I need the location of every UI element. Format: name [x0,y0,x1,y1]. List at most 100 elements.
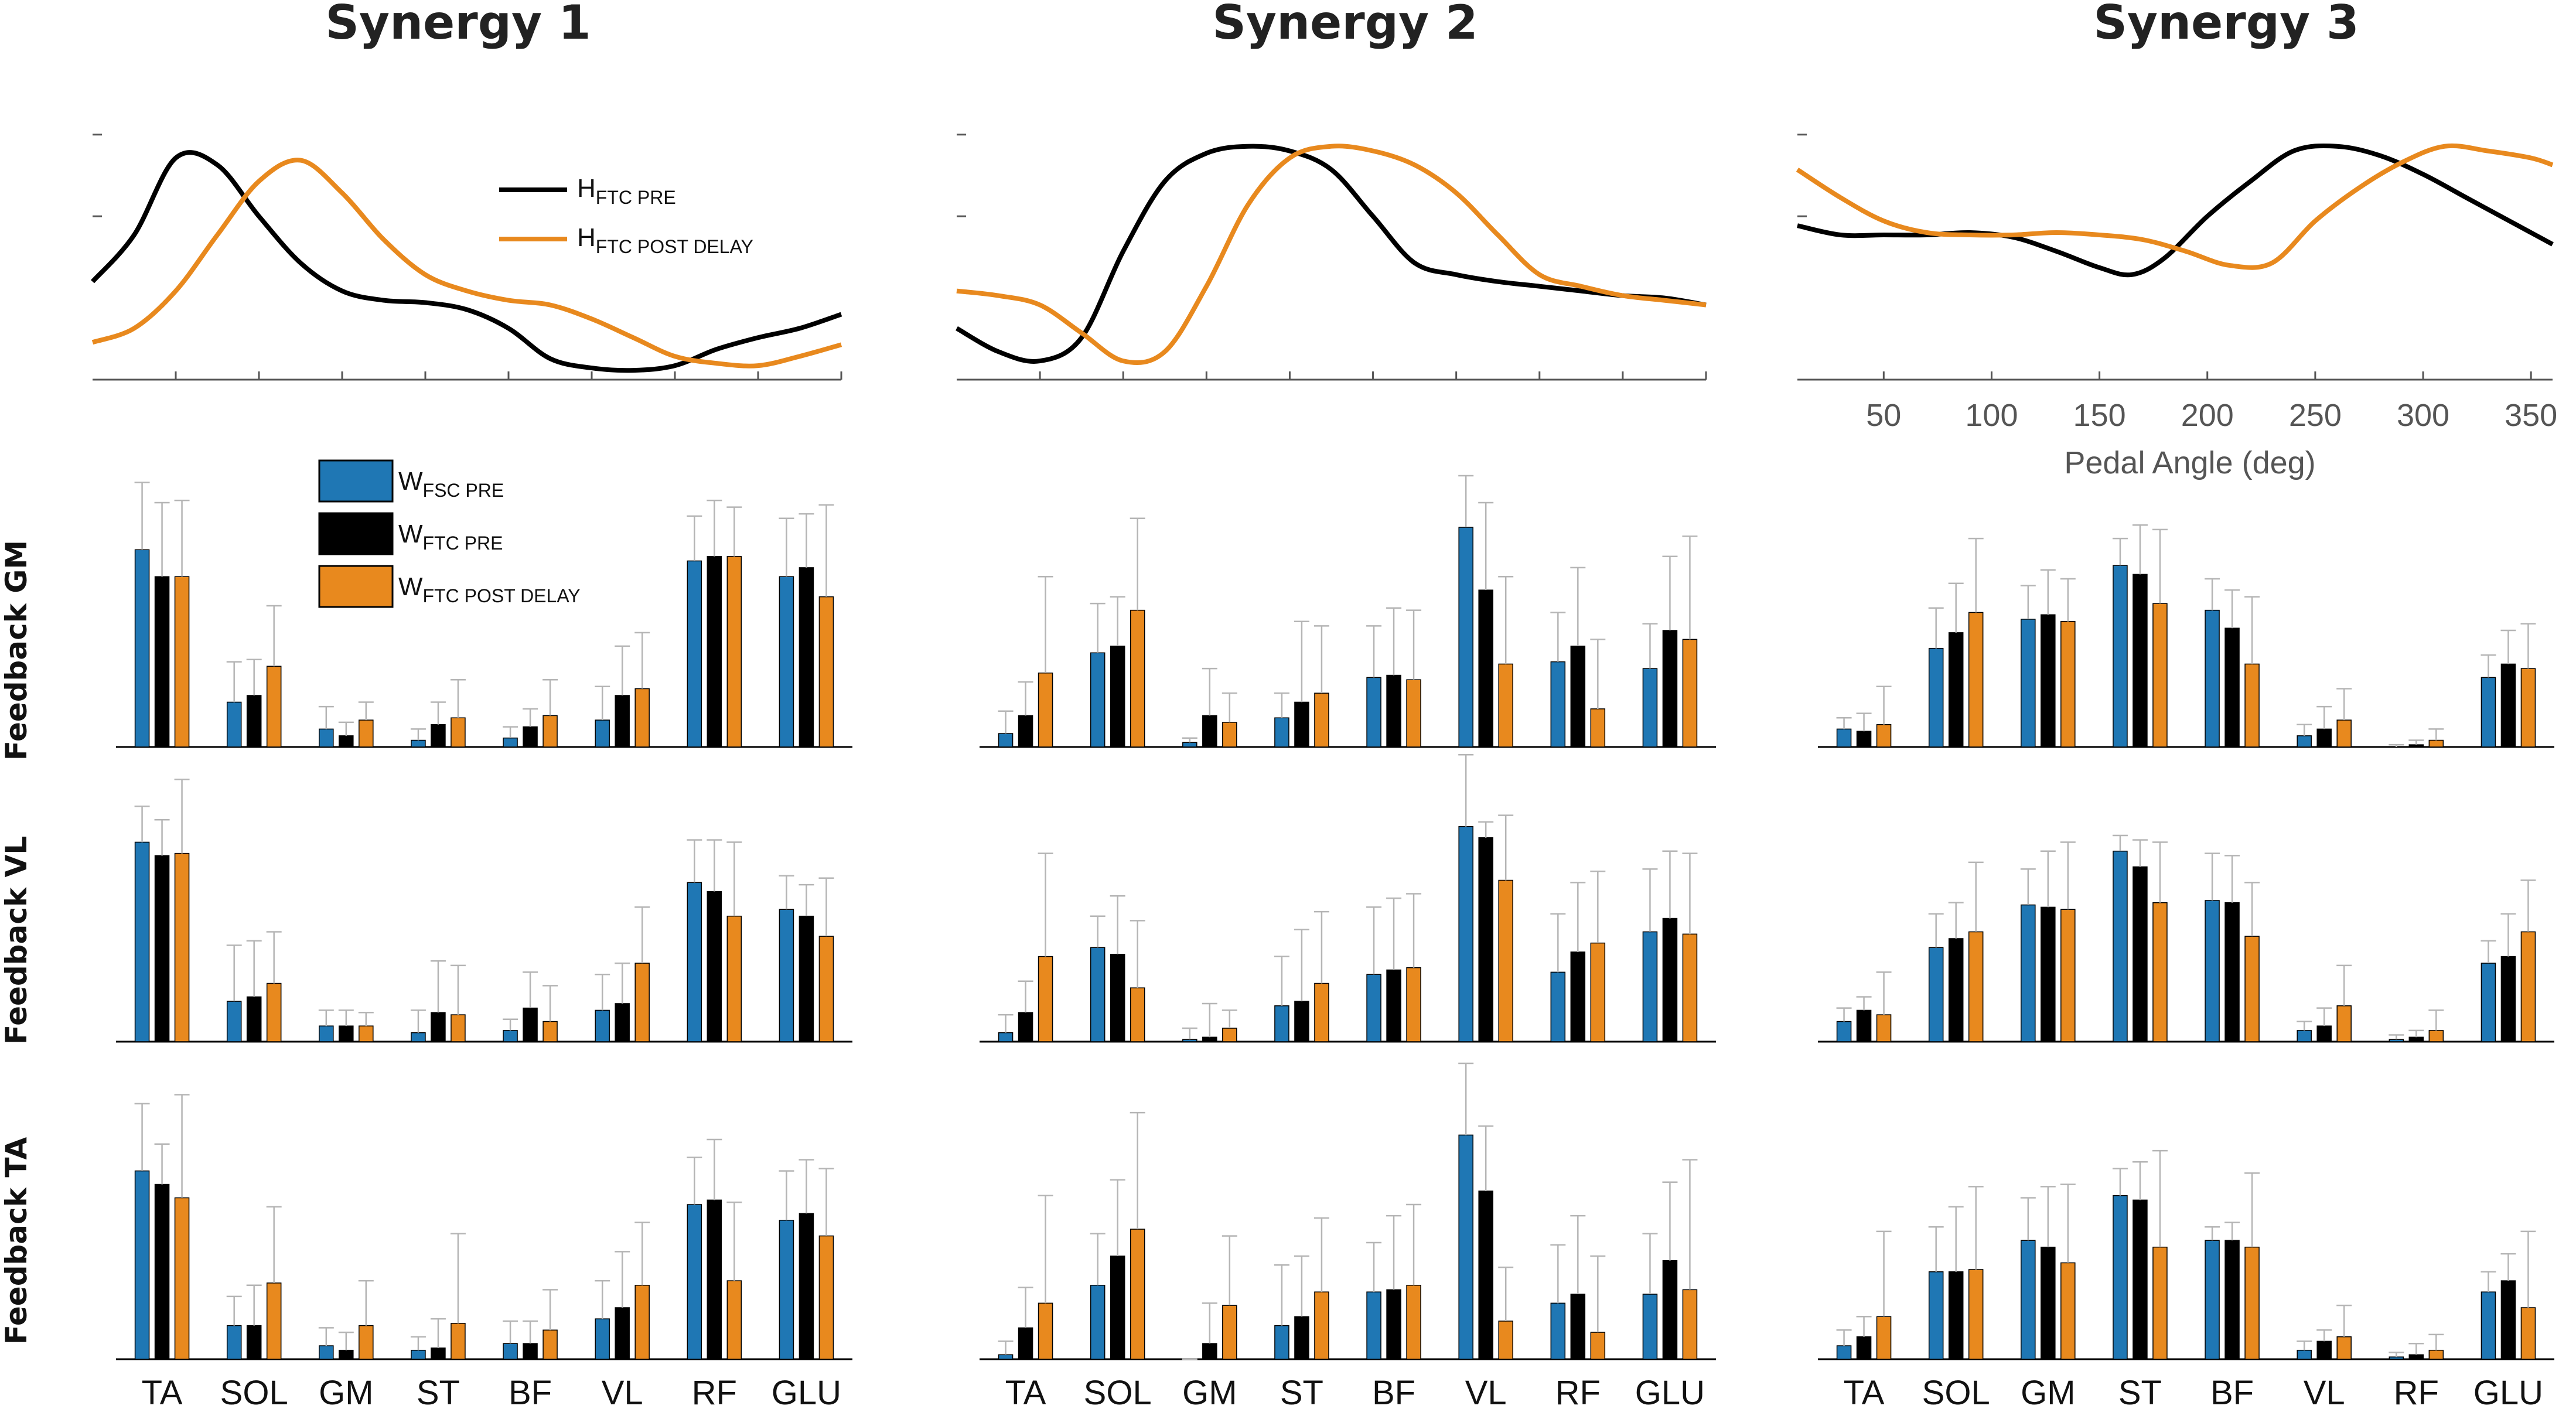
error-bar [1406,609,1422,680]
error-bar [1110,895,1125,954]
synergy-3-activation-plot [1796,134,2554,381]
bar-panel [1818,524,2554,748]
category-label-st: ST [417,1374,460,1409]
category-label-ta: TA [142,1374,183,1409]
category-label-bf: BF [509,1374,552,1409]
x-tick-label: 50 [1866,398,1901,433]
error-bar [1836,1007,1852,1022]
error-bar [430,1318,446,1348]
bar-glu-ftc-post-delay [1682,639,1698,748]
bar-bf-fsc-pre [2205,900,2220,1042]
error-bar [450,678,466,718]
bar-glu-ftc-post-delay [2520,1307,2536,1360]
bar-bf-ftc-post-delay [543,1329,558,1360]
bar-vl-ftc-post-delay [1498,663,1513,748]
bar-rf-ftc-pre [707,1199,722,1360]
error-bar [2060,1183,2076,1263]
error-bar [1642,623,1658,669]
error-bar [687,839,702,883]
error-bar [1406,1203,1422,1285]
error-bar [634,1222,650,1285]
error-bar [134,806,150,842]
error-bar [226,661,242,702]
error-bar [450,964,466,1015]
error-bar [687,1156,702,1205]
bar-sol-ftc-pre [246,996,262,1042]
bar-rf-ftc-pre [1570,646,1586,748]
bar-panel [980,1062,1716,1360]
bar-st-ftc-pre [2133,866,2148,1042]
error-bar [1478,501,1494,591]
error-bar [1682,852,1698,934]
error-bar [1498,814,1514,881]
bar-rf-fsc-pre [687,560,702,748]
bar-sol-ftc-pre [246,1325,262,1360]
bar-bf-ftc-post-delay [543,1021,558,1042]
error-bar [1222,1235,1237,1306]
error-bar [2040,569,2056,615]
bar-glu-ftc-pre [1662,917,1678,1042]
bar-sol-ftc-pre [1110,646,1125,748]
category-label-bf: BF [2210,1374,2254,1409]
bar-vl-ftc-pre [2316,1025,2332,1042]
bar-glu-ftc-post-delay [1682,1289,1698,1360]
bar-glu-fsc-pre [2481,1291,2496,1360]
bar-gm-ftc-post-delay [2060,1262,2076,1360]
error-bar [1570,567,1586,646]
error-bar [726,1201,742,1281]
error-bar [358,1280,374,1326]
category-label-gm: GM [1182,1374,1237,1409]
error-bar [2132,1161,2148,1200]
error-bar [1090,602,1106,653]
bar-panel [116,482,852,748]
error-bar [707,1138,722,1200]
bar-st-ftc-post-delay [1314,1291,1329,1360]
bar-st-fsc-pre [1274,1005,1289,1042]
error-bar [543,678,558,716]
error-bar [818,1168,834,1236]
error-bar [595,973,610,1011]
error-bar [1090,1233,1106,1285]
bar-glu-ftc-post-delay [818,1235,834,1360]
error-bar [1130,517,1145,610]
category-label-ta: TA [1844,1374,1885,1409]
bar-rf-ftc-pre [707,556,722,748]
bar-rf-ftc-post-delay [1590,1332,1606,1360]
error-bar [2297,1340,2312,1350]
error-bar [1366,906,1382,975]
bar-panel [116,779,852,1043]
bar-rf-ftc-post-delay [2428,739,2444,748]
error-bar [1274,1264,1289,1326]
error-bar [615,1251,630,1308]
bar-ta-ftc-pre [1856,731,1872,748]
bar-ta-ftc-post-delay [174,852,190,1042]
bar-glu-fsc-pre [1642,931,1658,1042]
bar-st-ftc-post-delay [451,1323,466,1360]
error-bar [634,906,650,964]
bar-sol-ftc-pre [1110,954,1125,1042]
bar-gm-ftc-post-delay [359,719,374,748]
bar-st-ftc-post-delay [1314,982,1329,1042]
category-label-glu: GLU [1635,1374,1705,1409]
category-label-glu: GLU [2473,1374,2543,1409]
error-bar [799,883,814,916]
bar-bf-ftc-pre [2224,1240,2240,1360]
bar-bf-ftc-pre [1386,969,1401,1042]
error-bar [2297,1021,2312,1031]
category-label-sol: SOL [1922,1374,1990,1409]
bar-sol-ftc-post-delay [1130,987,1145,1042]
bar-rf-ftc-pre [707,891,722,1042]
weighting-legend: WFSC PRE WFTC PRE WFTC POST DELAY [318,459,581,608]
series-line-ftc-pre [956,144,1707,364]
error-bar [1876,685,1892,725]
error-bar [1313,625,1329,694]
error-bar [1458,1062,1474,1135]
bar-ta-fsc-pre [1836,1021,1852,1042]
x-tick-label: 100 [1965,398,2018,433]
legend-label-ftc-pre: WFTC PRE [398,520,503,554]
category-label-sol: SOL [1084,1374,1152,1409]
error-bar [2500,1253,2516,1281]
error-bar [523,971,538,1008]
error-bar [2408,1029,2424,1038]
bar-st-ftc-post-delay [2152,603,2168,748]
